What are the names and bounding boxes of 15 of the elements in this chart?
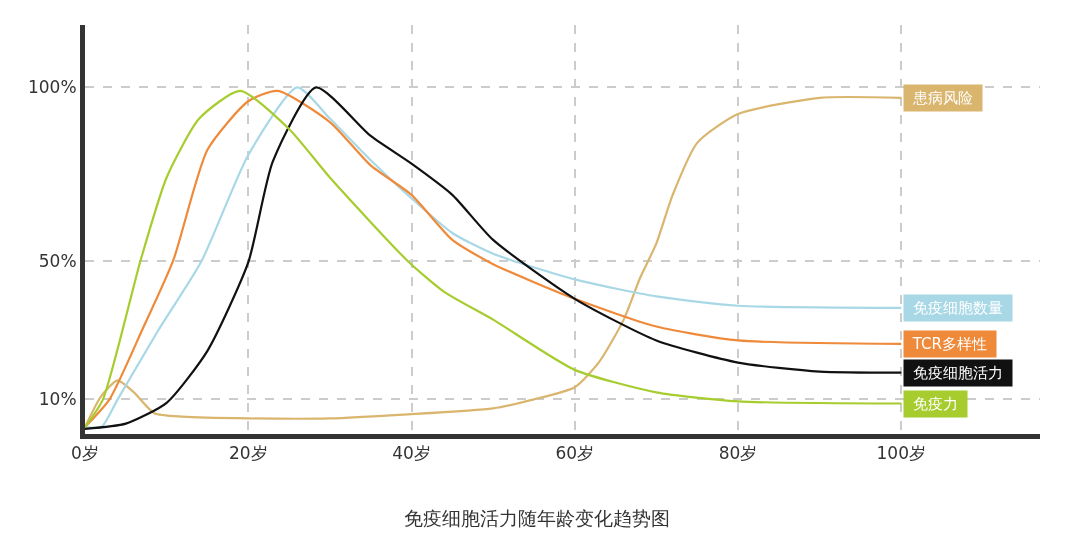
- series-label: 患病风险: [908, 89, 978, 107]
- x-tick-label: 20岁: [228, 443, 268, 464]
- x-tick-label: 60岁: [555, 443, 595, 464]
- x-tick-label: 80岁: [718, 443, 758, 464]
- text: 免疫细胞活力随年龄变化趋势图: [403, 506, 670, 529]
- series-label: 免疫力: [908, 395, 963, 413]
- y-tick-label: 100%: [27, 77, 77, 98]
- series-label: 免疫细胞活力: [908, 364, 1008, 382]
- y-tick-label: 10%: [38, 389, 77, 410]
- x-tick-label: 100岁: [876, 443, 926, 464]
- y-tick-label: 50%: [38, 250, 77, 271]
- x-tick-label: 40岁: [392, 443, 431, 464]
- series-label: TCR多样性: [908, 335, 992, 353]
- series-label: 免疫细胞数量: [908, 299, 1008, 317]
- x-tick-label: 0岁: [71, 443, 99, 464]
